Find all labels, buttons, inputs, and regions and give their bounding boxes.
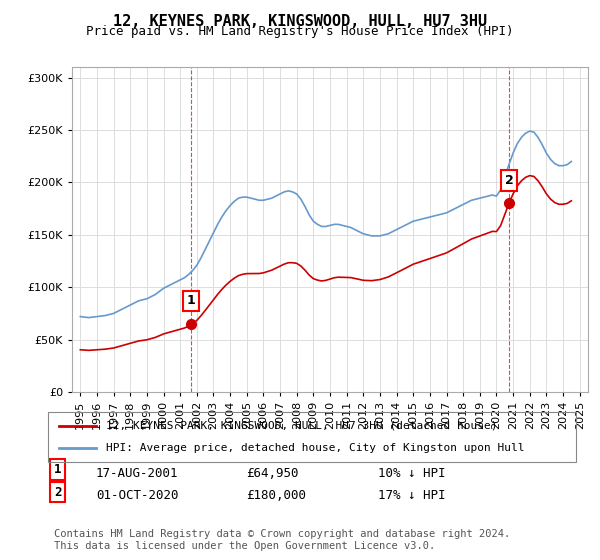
Text: £180,000: £180,000 [246, 489, 306, 502]
Text: 01-OCT-2020: 01-OCT-2020 [96, 489, 179, 502]
Text: £64,950: £64,950 [246, 466, 299, 480]
Text: 1: 1 [187, 295, 195, 307]
Text: 17-AUG-2001: 17-AUG-2001 [96, 466, 179, 480]
Text: 12, KEYNES PARK, KINGSWOOD, HULL, HU7 3HU (detached house): 12, KEYNES PARK, KINGSWOOD, HULL, HU7 3H… [106, 421, 497, 431]
Text: 17% ↓ HPI: 17% ↓ HPI [378, 489, 445, 502]
Text: HPI: Average price, detached house, City of Kingston upon Hull: HPI: Average price, detached house, City… [106, 443, 524, 453]
Text: 12, KEYNES PARK, KINGSWOOD, HULL, HU7 3HU: 12, KEYNES PARK, KINGSWOOD, HULL, HU7 3H… [113, 14, 487, 29]
Text: Price paid vs. HM Land Registry's House Price Index (HPI): Price paid vs. HM Land Registry's House … [86, 25, 514, 38]
Text: 2: 2 [54, 486, 62, 498]
Text: 2: 2 [505, 174, 514, 187]
Text: 1: 1 [54, 463, 62, 476]
Text: 10% ↓ HPI: 10% ↓ HPI [378, 466, 445, 480]
Text: Contains HM Land Registry data © Crown copyright and database right 2024.
This d: Contains HM Land Registry data © Crown c… [54, 529, 510, 551]
